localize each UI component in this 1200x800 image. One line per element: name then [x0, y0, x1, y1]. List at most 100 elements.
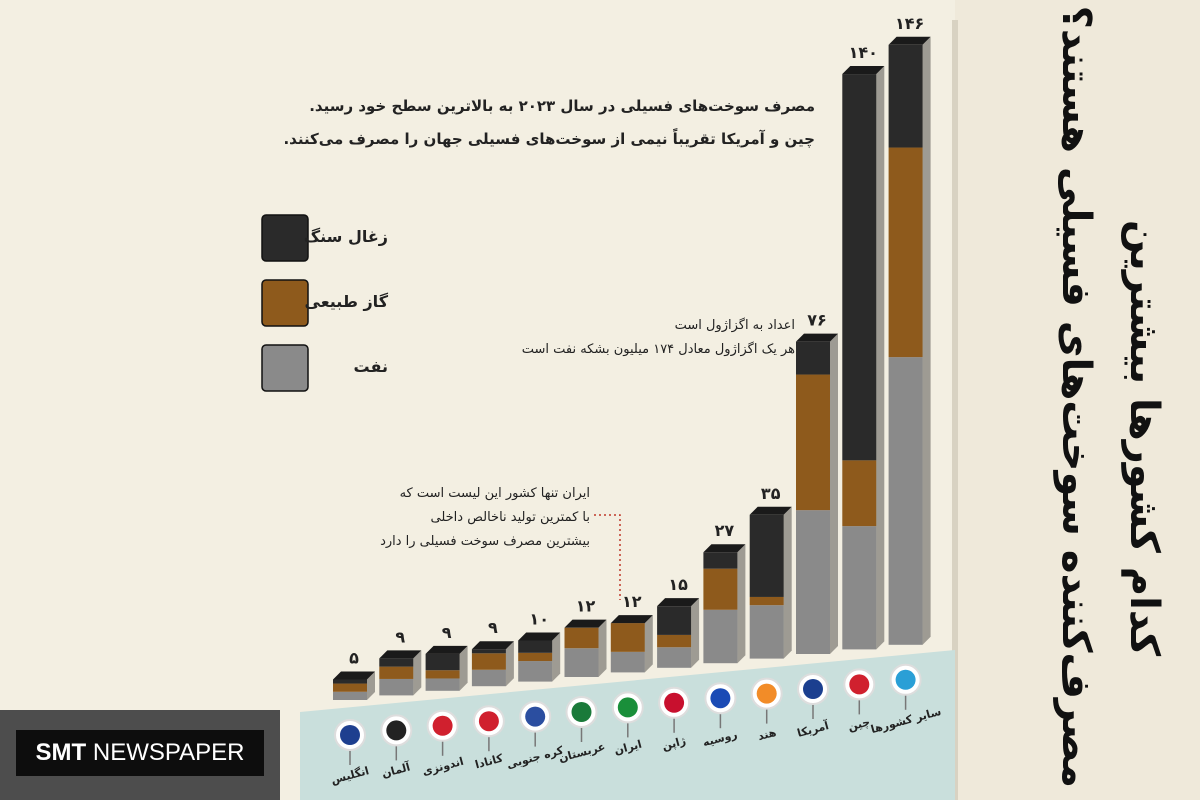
bar-segment: [842, 526, 877, 650]
bar-top: [379, 650, 422, 659]
flag-color: [432, 715, 453, 736]
bar-segment: [471, 653, 506, 670]
bar-segment: [888, 357, 923, 645]
legend-swatch: [261, 279, 309, 327]
flag-color: [525, 706, 546, 727]
value-label: ۳۵: [761, 484, 781, 503]
bar-top: [749, 506, 792, 515]
bar-segment: [425, 653, 460, 671]
bar-segment: [610, 651, 645, 673]
bar-segment: [518, 640, 553, 653]
bar-top: [333, 671, 375, 680]
bar-top: [610, 615, 653, 624]
flag-color: [478, 711, 499, 732]
bar-segment: [842, 74, 877, 461]
bar-top: [796, 333, 838, 342]
bar-side: [367, 671, 375, 700]
annotation-leader: [594, 514, 621, 600]
title-panel: [955, 0, 1200, 800]
bar-segment: [610, 623, 645, 652]
bar-segment: [703, 552, 738, 569]
unit-note: هر یک اگزاژول معادل ۱۷۴ میلیون بشکه نفت …: [521, 342, 795, 357]
value-label: ۱۵: [668, 575, 688, 594]
legend-swatch: [261, 344, 309, 392]
bar-segment: [657, 634, 692, 648]
bar-segment: [425, 670, 460, 679]
legend-label: گاز طبیعی: [304, 292, 388, 311]
bar-side: [644, 615, 653, 673]
bar-side: [922, 36, 931, 645]
legend-swatch: [261, 214, 309, 262]
title-line: کدام کشورها بیشترین: [1121, 219, 1167, 657]
bar-side: [552, 632, 561, 682]
legend-label: نفت: [353, 357, 388, 376]
bar-top: [425, 645, 468, 654]
annotation: ایران تنها کشور این لیست است که: [399, 486, 590, 501]
bar-segment: [703, 609, 738, 664]
bar-segment: [379, 666, 414, 679]
bar-segment: [425, 678, 460, 691]
value-label: ۱۲: [622, 592, 642, 611]
bar-side: [413, 650, 422, 696]
bar-segment: [518, 652, 553, 662]
logo-brand: SMT: [35, 739, 87, 766]
bar-top: [564, 619, 607, 628]
bar-segment: [564, 648, 599, 677]
value-label: ۷۶: [807, 311, 827, 330]
subtitle-line: چین و آمریکا تقریباً نیمی از سوخت‌های فس…: [283, 130, 815, 148]
value-label: ۵: [349, 648, 359, 667]
annotation: با کمترین تولید ناخالص داخلی: [430, 510, 590, 525]
value-label: ۱۲: [576, 597, 596, 616]
bar-side: [737, 544, 746, 664]
flag-color: [617, 697, 638, 718]
bar-side: [598, 619, 607, 677]
value-label: ۱۴۰: [849, 43, 878, 62]
bar-segment: [888, 147, 923, 358]
bar-segment: [379, 678, 414, 696]
flag-color: [340, 725, 360, 745]
bar-top: [888, 36, 931, 45]
value-label: ۹: [488, 618, 498, 637]
bar-segment: [564, 627, 599, 649]
bar-side: [876, 66, 885, 650]
bar-segment: [749, 514, 784, 597]
flag-color: [571, 702, 592, 722]
bar-top: [703, 544, 746, 553]
value-label: ۱۰: [529, 610, 549, 629]
flag-color: [386, 720, 407, 741]
bar-segment: [796, 374, 830, 511]
value-label: ۹: [442, 623, 452, 642]
bar-segment: [518, 661, 553, 682]
flag-color: [710, 688, 731, 709]
bar-segment: [796, 510, 830, 654]
bar-segment: [657, 647, 692, 668]
bar-segment: [379, 658, 414, 667]
legend-label: زغال سنگ: [303, 227, 388, 246]
flag-color: [756, 683, 777, 704]
logo-text: NEWSPAPER: [92, 739, 245, 766]
bar-side: [505, 641, 514, 687]
flag-color: [664, 692, 685, 713]
value-label: ۹: [395, 627, 405, 646]
bar-top: [518, 632, 561, 641]
bar-side: [459, 645, 468, 691]
bar-segment: [333, 691, 367, 700]
bar-segment: [749, 596, 784, 606]
chart-title: کدام کشورها بیشترین مصرف‌کننده سوخت‌های …: [1042, 6, 1178, 788]
bar-top: [657, 598, 700, 607]
bar-side: [691, 598, 700, 668]
value-label: ۲۷: [715, 521, 735, 540]
flag-color: [895, 669, 916, 690]
bar-segment: [703, 568, 738, 610]
logo: SMT NEWSPAPER: [0, 710, 280, 800]
value-label: ۱۴۶: [895, 14, 924, 33]
bar-segment: [657, 606, 692, 635]
bar-side: [830, 333, 838, 654]
bar-segment: [796, 341, 830, 375]
subtitle-line: مصرف سوخت‌های فسیلی در سال ۲۰۲۳ به بالات…: [309, 97, 815, 115]
bar-top: [471, 641, 514, 650]
bar-segment: [471, 669, 506, 687]
bar-top: [842, 66, 885, 75]
logo-box: SMT NEWSPAPER: [16, 730, 264, 776]
